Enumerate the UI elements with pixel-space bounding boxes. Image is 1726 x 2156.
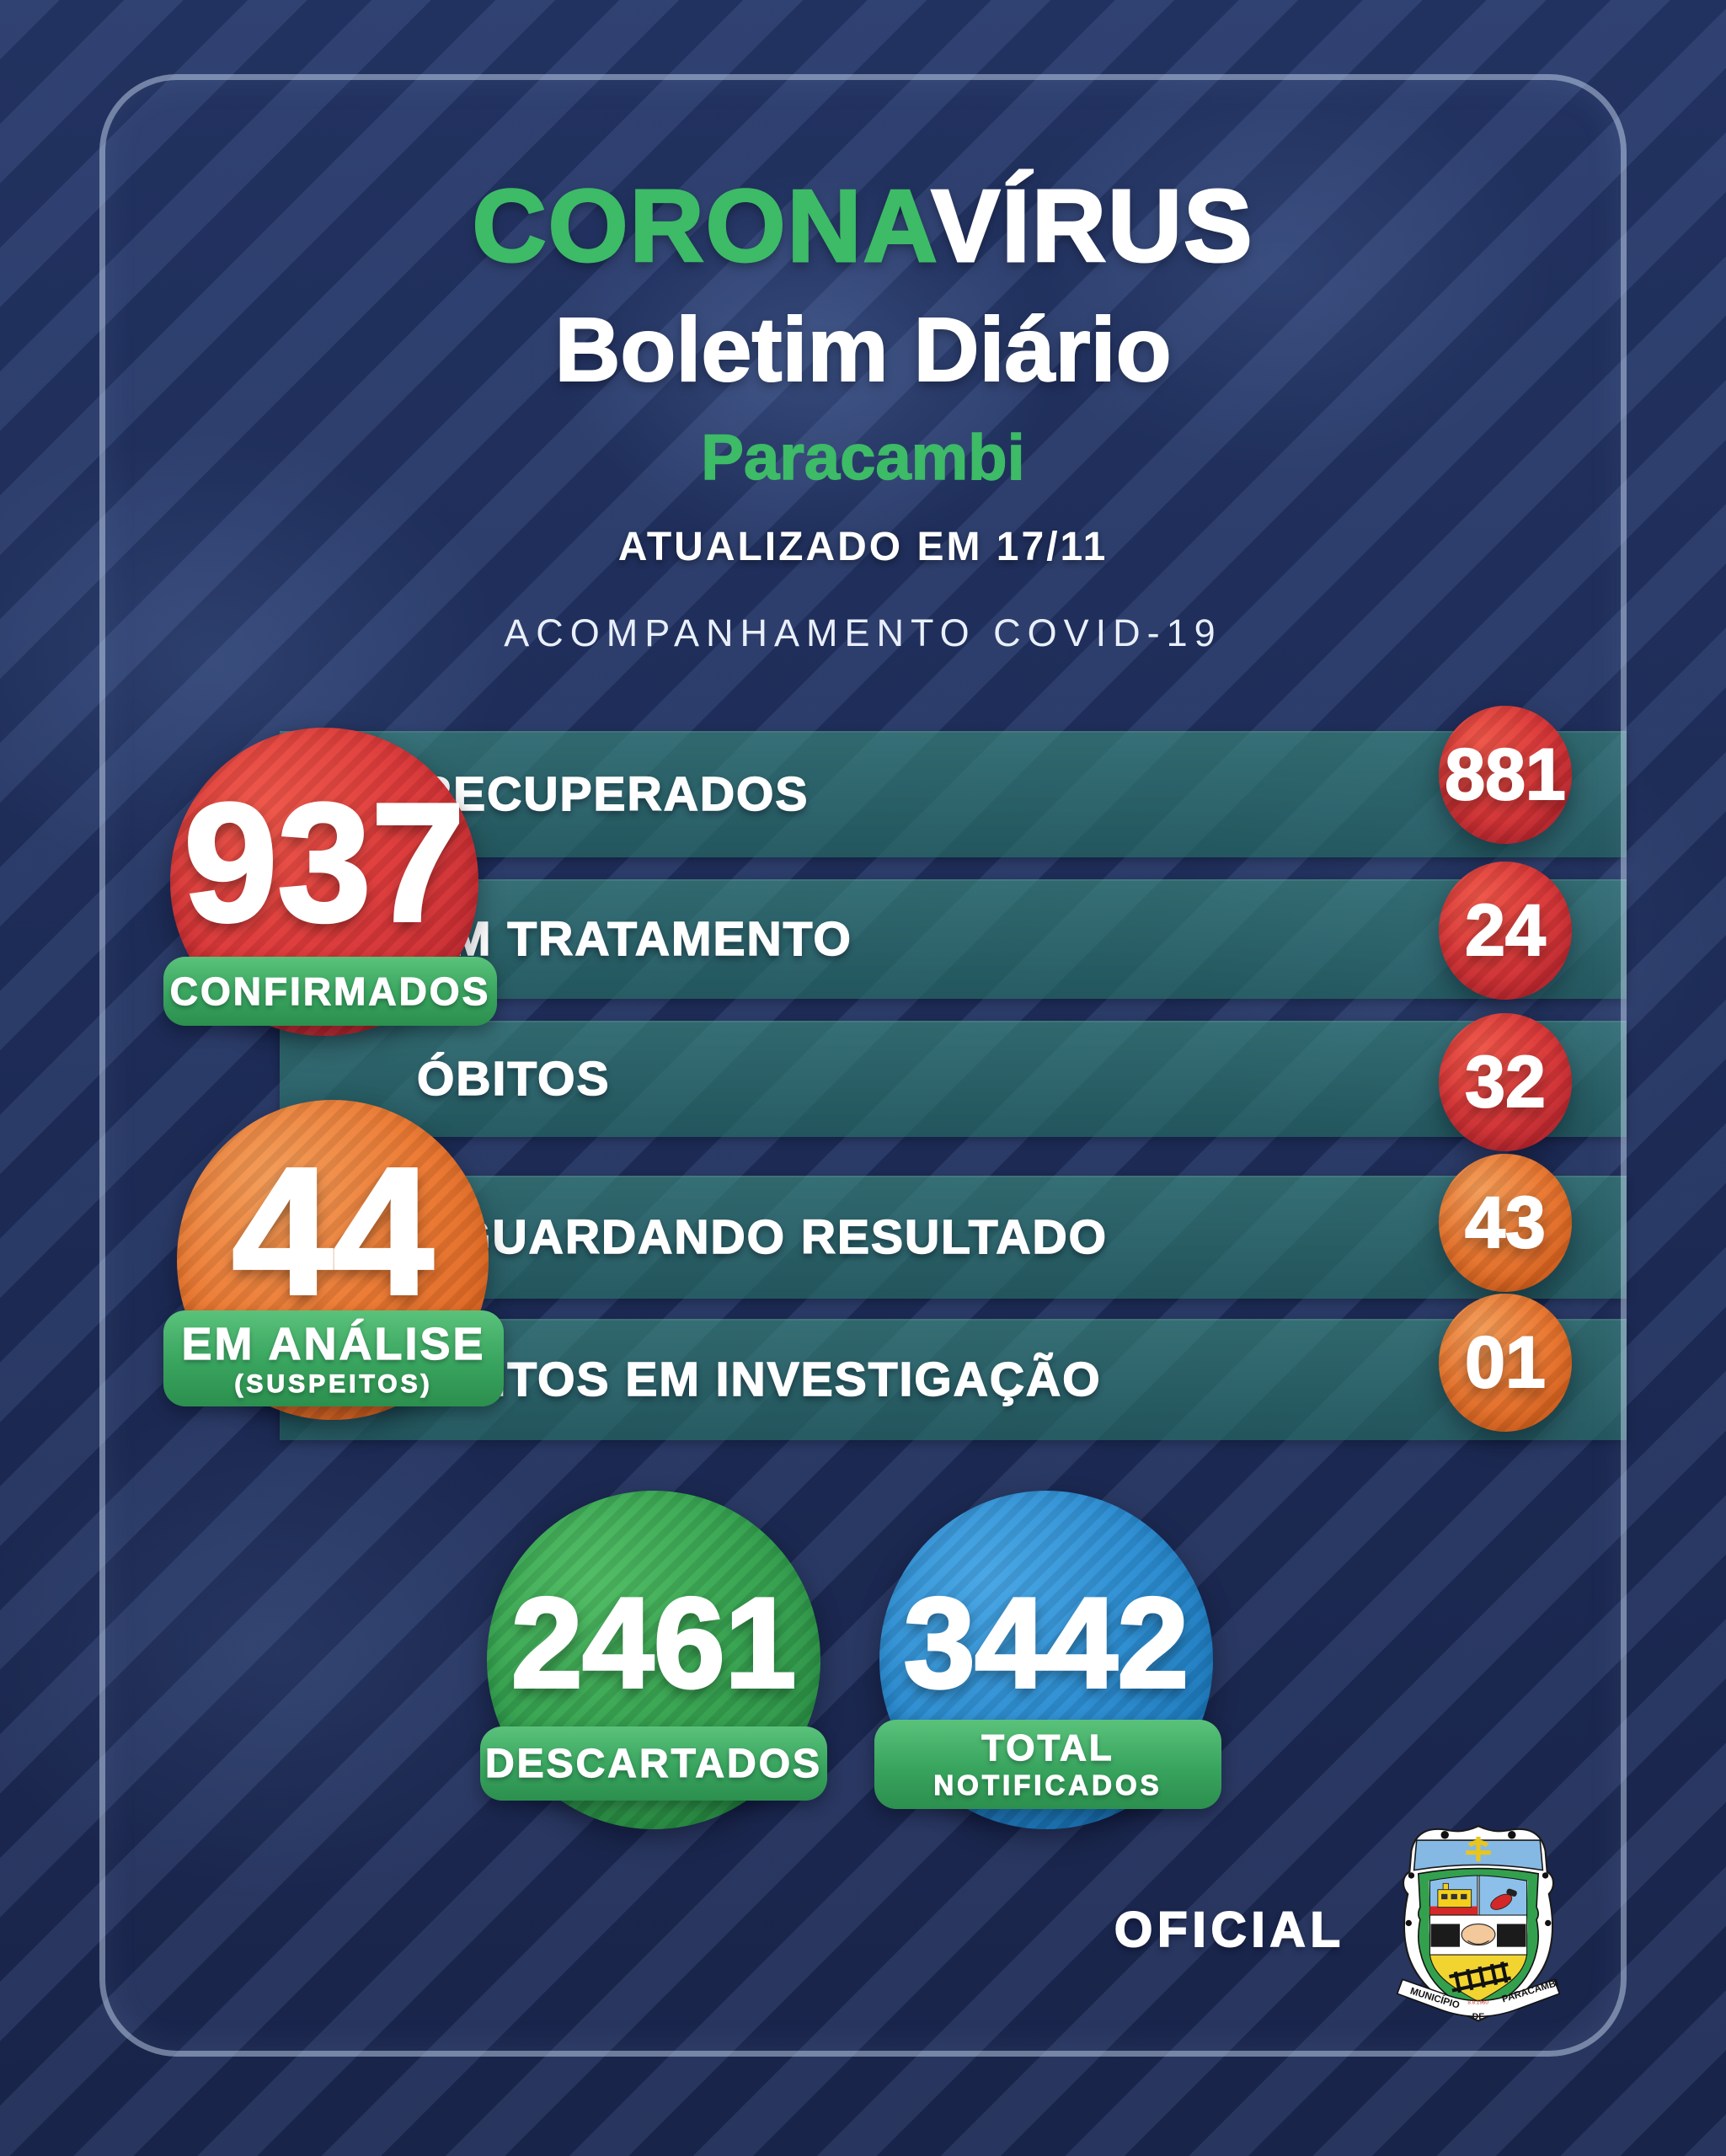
crest-dot [1542,1872,1549,1879]
page-title: CORONAVÍRUS [0,167,1726,285]
crest-factory-window [1451,1893,1457,1900]
city-name: Paracambi [701,421,1026,494]
stat-band-em-tratamento: EM TRATAMENTO [280,879,1627,999]
suspects-badge-sublabel: (SUSPEITOS) [234,1369,433,1398]
stat-band-obitos-investigacao: ÓBITOS EM INVESTIGAÇÃO [280,1319,1627,1440]
obitos-value: 32 [1464,1041,1547,1123]
stat-band-obitos: ÓBITOS [280,1021,1627,1137]
crest-red-figure [1490,1893,1513,1910]
obitos-value-circle: 32 [1439,1013,1572,1151]
recuperados-value: 881 [1444,734,1566,816]
em-tratamento-value: 24 [1464,889,1547,972]
discarded-badge: DESCARTADOS [480,1726,827,1801]
confirmed-count: 937 [182,767,467,958]
stat-label-em-tratamento: EM TRATAMENTO [416,911,852,967]
total-badge: TOTAL NOTIFICADOS [874,1720,1221,1809]
title-corona: CORONA [471,168,932,285]
crest-factory-window [1441,1893,1448,1900]
stat-label-aguardando-resultado: AGUARDANDO RESULTADO [416,1209,1109,1265]
stat-label-obitos: ÓBITOS [416,1051,611,1107]
daily-bulletin-subtitle: Boletim Diário [553,297,1172,401]
crest-handshake-icon [1461,1923,1496,1946]
crest-left-sleeve [1430,1924,1461,1947]
official-label: OFICIAL [1114,1902,1345,1958]
aguardando-value: 43 [1464,1182,1547,1264]
aguardando-value-circle: 43 [1439,1154,1572,1292]
em-tratamento-value-circle: 24 [1439,862,1572,1000]
recuperados-value-circle: 881 [1439,706,1572,844]
crest-right-sleeve [1496,1924,1526,1947]
updated-date-label: ATUALIZADO EM 17/11 [617,525,1109,569]
crest-railway-icon [1449,1961,1512,1993]
crest-dot [1405,1919,1412,1927]
title-virus: VÍRUS [930,168,1254,285]
crest-factory-window [1461,1893,1467,1900]
crest-dot [1408,1872,1415,1879]
tracking-label: ACOMPANHAMENTO COVID-19 [504,611,1222,654]
crest-ribbon-middle: DE [1472,2013,1485,2022]
crest-dot [1545,1919,1552,1927]
paracambi-coat-of-arms-icon: MUNICÍPIO DE PARACAMBI 8.8.1960 [1396,1825,1561,2022]
stat-band-aguardando-resultado: AGUARDANDO RESULTADO [280,1176,1627,1299]
crest-crown-icon [1466,1836,1491,1862]
total-badge-label: TOTAL [981,1726,1114,1769]
suspects-count: 44 [230,1128,435,1334]
stat-label-obitos-investigacao: ÓBITOS EM INVESTIGAÇÃO [416,1352,1102,1407]
crest-figure-detail [1506,1888,1517,1897]
stat-label-recuperados: RECUPERADOS [416,766,810,822]
crest-dot [1508,1831,1516,1839]
discarded-count: 2461 [510,1570,798,1716]
suspects-badge-label: EM ANÁLISE [181,1318,486,1369]
crest-factory-ground [1429,1906,1478,1916]
suspects-badge: EM ANÁLISE (SUSPEITOS) [163,1310,504,1406]
crest-handshake-detail [1467,1940,1489,1945]
total-count: 3442 [902,1570,1190,1716]
total-badge-sublabel: NOTIFICADOS [933,1769,1162,1801]
confirmed-badge: CONFIRMADOS [163,957,497,1026]
crest-ribbon [1396,1978,1561,2018]
crest-date: 8.8.1960 [1467,2000,1488,2006]
crest-dot [1440,1831,1449,1839]
obitos-investigacao-value-circle: 01 [1439,1294,1572,1432]
stat-band-recuperados: RECUPERADOS [280,731,1627,857]
obitos-investigacao-value: 01 [1464,1321,1547,1404]
